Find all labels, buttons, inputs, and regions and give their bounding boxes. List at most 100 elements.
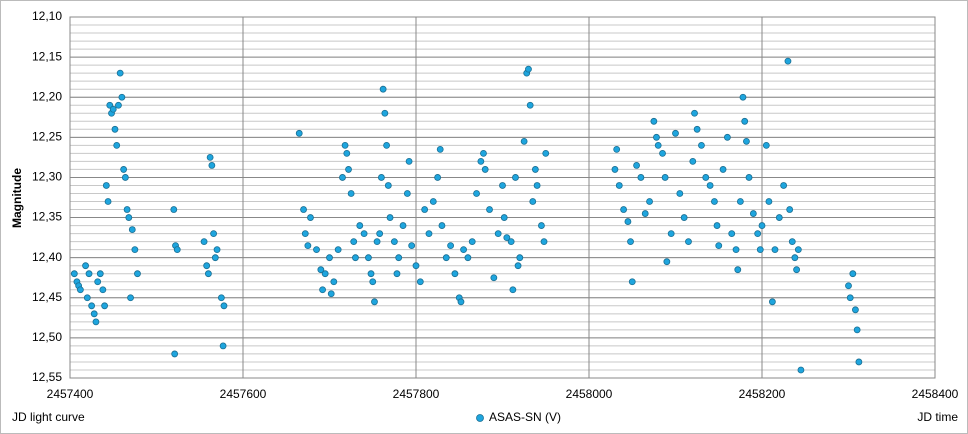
point [741,117,749,125]
point [509,286,517,294]
point [641,210,649,217]
point [367,270,375,278]
point [115,101,122,109]
point [732,246,740,254]
point [613,145,621,153]
point [468,238,476,246]
point [659,149,666,157]
y-tick-label: 12,45 [32,290,62,304]
point [797,366,805,374]
x-note: JD light curve [12,410,85,424]
point [412,262,420,270]
point [134,270,141,278]
point [663,258,671,266]
point [477,157,485,165]
point [538,222,545,229]
legend-marker [476,414,484,422]
point [170,206,178,213]
point [109,105,117,113]
legend: ASAS-SN (V) [476,410,561,424]
point [464,254,472,262]
point [390,238,398,246]
point [92,318,100,326]
y-tick-label: 12,15 [32,49,62,63]
point [520,137,528,145]
point [203,262,211,270]
point [395,254,403,262]
point [654,141,662,149]
point [120,166,128,173]
point [383,141,390,149]
point [339,174,346,181]
point [786,206,794,213]
point [473,190,480,197]
point [171,350,179,358]
point [70,270,78,278]
point [500,214,508,221]
point [343,149,351,157]
point [724,133,731,141]
point [516,254,524,262]
point [99,286,107,294]
point [706,182,714,189]
point [429,198,437,205]
point [749,210,757,217]
point [693,125,701,133]
point [421,206,429,213]
point [85,270,93,278]
point [434,174,442,181]
point [691,109,698,117]
point [650,117,658,125]
point [300,206,307,213]
point [685,238,692,246]
point [317,266,325,274]
point [788,238,796,246]
point [756,246,764,254]
point [442,254,450,262]
point [83,294,91,302]
point [408,242,416,250]
grid: 12,10 12,15 12,20 12,25 12,30 12,35 12,40 12,45… [32,9,959,401]
point [702,174,710,181]
point [486,206,493,213]
point [111,125,119,133]
point [377,174,385,181]
point [327,290,335,298]
point [713,222,721,229]
point [542,149,550,157]
point [416,278,424,286]
marks [70,57,863,374]
y-tick-label: 12,40 [32,250,62,264]
y-tick-label: 12,55 [32,370,62,384]
point [301,230,309,238]
x-tick-label: 2458200 [739,387,786,401]
point [771,246,779,254]
point [529,198,537,205]
point [526,101,534,109]
point [200,238,208,246]
point [371,298,378,306]
point [125,214,133,221]
point [676,190,684,197]
point [653,133,660,141]
point [499,182,506,189]
point [211,254,219,262]
point [326,254,333,262]
point [615,182,623,189]
point [784,57,792,65]
point [104,198,112,205]
point [123,206,131,213]
y-tick-label: 12,25 [32,130,62,144]
point [754,230,762,238]
point [88,302,96,310]
point [845,282,852,290]
point [711,198,718,205]
point [350,238,358,246]
point [173,246,181,254]
point [356,222,364,229]
x-tick-label: 2458000 [566,387,613,401]
point [116,69,124,77]
point [672,129,679,137]
point [460,246,467,254]
point [360,230,368,238]
